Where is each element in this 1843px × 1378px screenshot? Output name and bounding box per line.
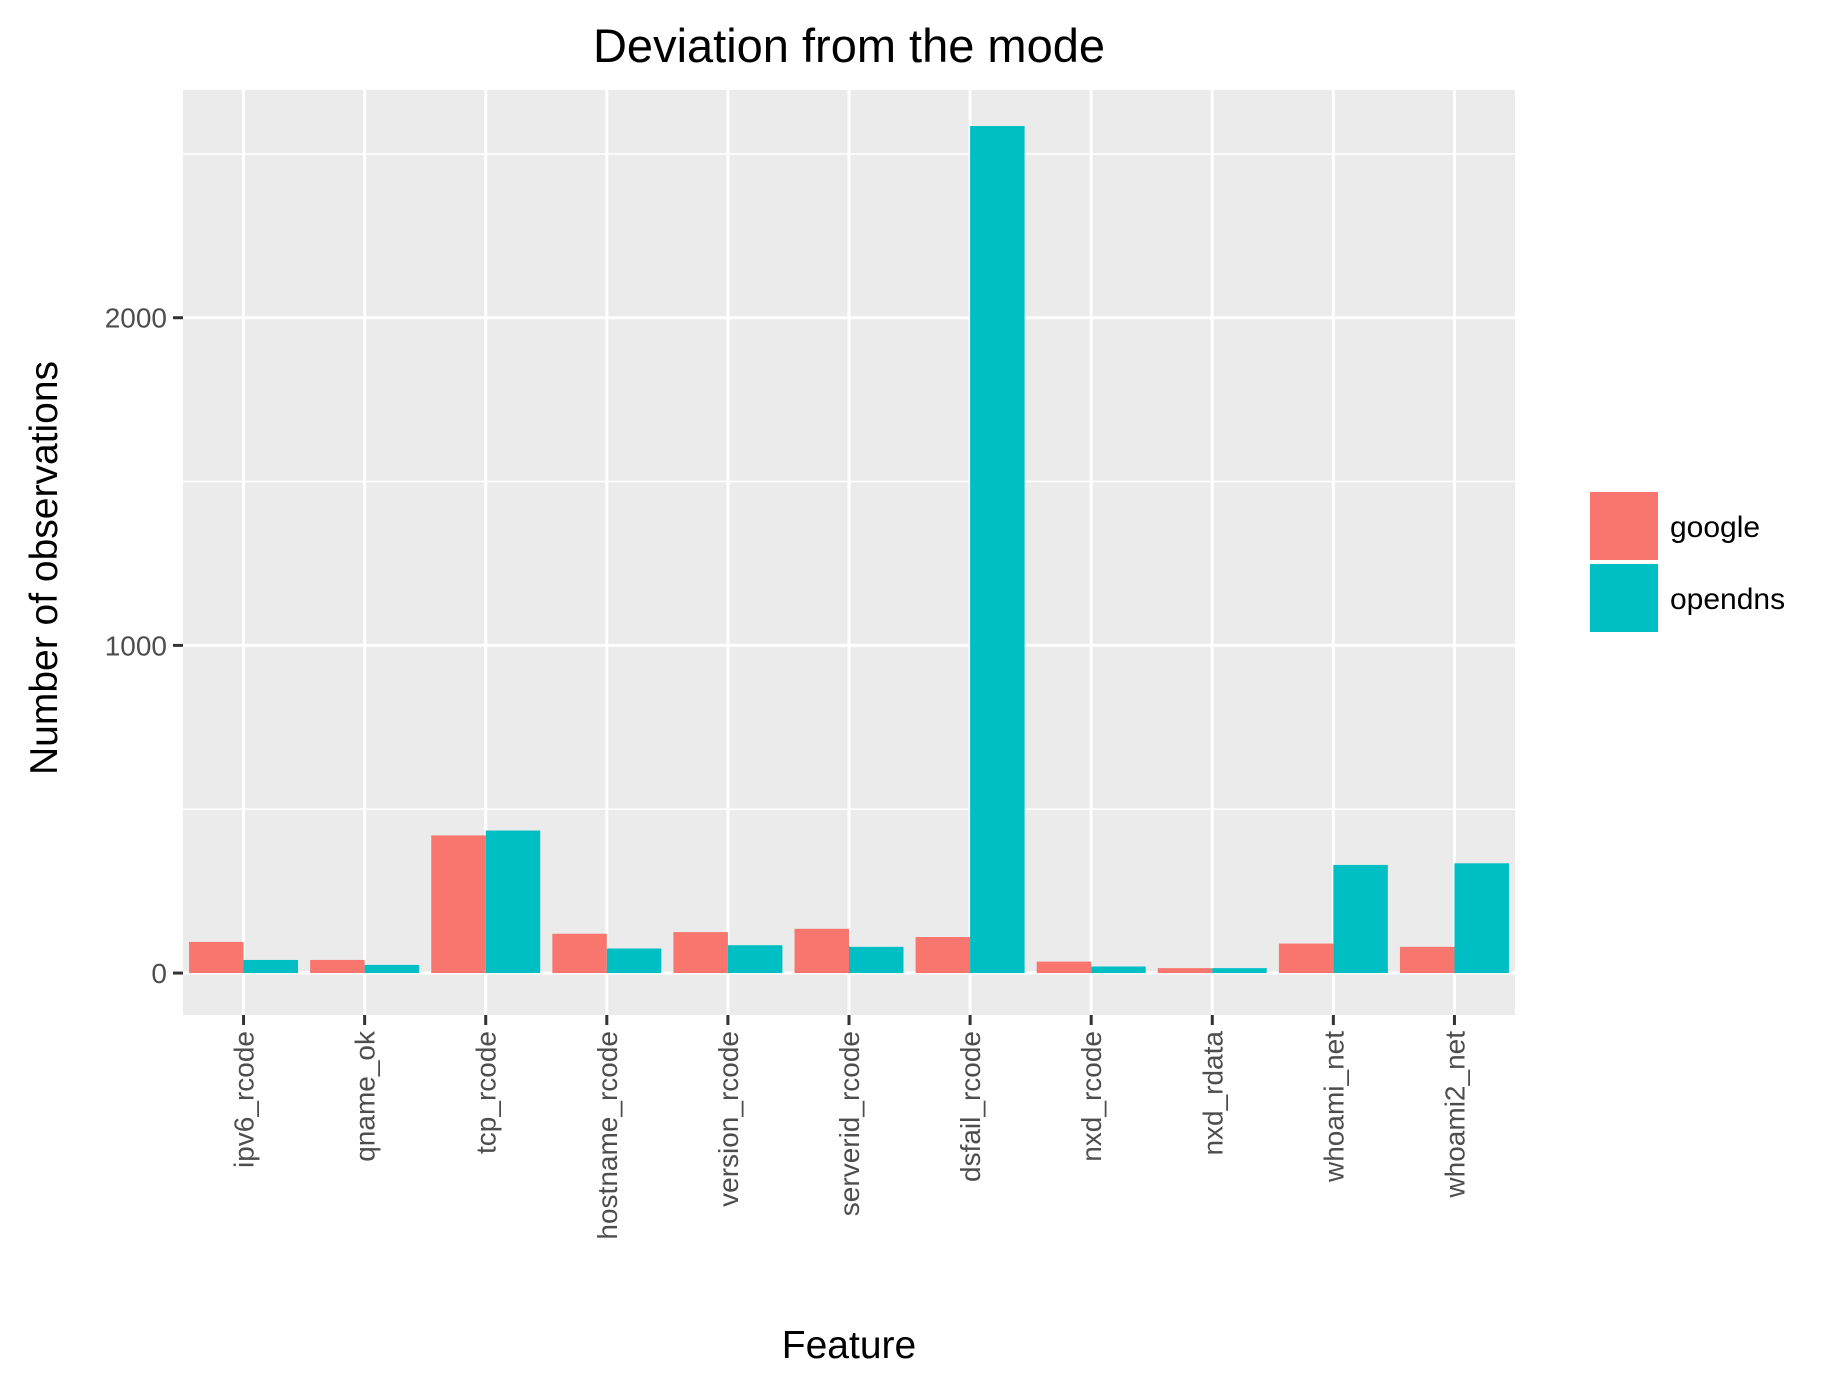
legend: google opendns bbox=[1590, 492, 1785, 632]
y-tick-label: 2000 bbox=[105, 303, 167, 334]
bar-google-version_rcode bbox=[673, 932, 728, 974]
legend-label-opendns: opendns bbox=[1670, 583, 1785, 616]
bar-opendns-nxd_rcode bbox=[1091, 966, 1146, 974]
legend-label-google: google bbox=[1670, 511, 1760, 544]
bar-google-whoami_net bbox=[1278, 943, 1334, 974]
x-tick-label: ipv6_rcode bbox=[229, 1031, 260, 1168]
legend-key-opendns bbox=[1590, 564, 1658, 632]
bar-google-whoami2_net bbox=[1399, 946, 1455, 974]
grid-major bbox=[183, 90, 1515, 1015]
bar-opendns-hostname_rcode bbox=[606, 948, 662, 974]
chart-title: Deviation from the mode bbox=[593, 19, 1105, 72]
bar-opendns-version_rcode bbox=[727, 945, 783, 974]
bar-opendns-whoami2_net bbox=[1454, 863, 1509, 974]
x-tick-label: qname_ok bbox=[350, 1030, 381, 1162]
bar-google-dsfail_rcode bbox=[915, 937, 971, 974]
bar-opendns-tcp_rcode bbox=[485, 830, 541, 974]
x-tick-label: dsfail_rcode bbox=[955, 1031, 986, 1182]
x-tick-label: nxd_rdata bbox=[1197, 1031, 1228, 1156]
bar-opendns-serverid_rcode bbox=[849, 946, 904, 974]
y-tick-label: 0 bbox=[151, 958, 167, 989]
bar-opendns-qname_ok bbox=[364, 964, 420, 974]
x-tick-label: hostname_rcode bbox=[592, 1031, 623, 1240]
x-tick-label: nxd_rcode bbox=[1076, 1031, 1107, 1162]
x-tick-label: version_rcode bbox=[713, 1031, 744, 1207]
bar-google-ipv6_rcode bbox=[189, 941, 244, 974]
y-tick-label: 1000 bbox=[105, 630, 167, 661]
y-axis: 0 1000 2000 bbox=[105, 303, 183, 989]
bar-google-nxd_rdata bbox=[1157, 968, 1213, 974]
bar-opendns-dsfail_rcode bbox=[970, 126, 1025, 974]
bar-opendns-nxd_rdata bbox=[1212, 968, 1267, 974]
bar-google-nxd_rcode bbox=[1036, 961, 1092, 974]
bar-opendns-ipv6_rcode bbox=[243, 959, 299, 974]
legend-key-google bbox=[1590, 492, 1658, 560]
bar-google-tcp_rcode bbox=[431, 835, 486, 974]
bar-google-hostname_rcode bbox=[552, 933, 607, 974]
bar-google-qname_ok bbox=[310, 959, 365, 974]
x-tick-label: serverid_rcode bbox=[834, 1031, 865, 1216]
bar-google-serverid_rcode bbox=[794, 928, 849, 974]
x-tick-label: tcp_rcode bbox=[471, 1031, 502, 1154]
x-axis-title: Feature bbox=[782, 1324, 916, 1367]
bar-opendns-whoami_net bbox=[1333, 864, 1388, 974]
bars bbox=[189, 126, 1509, 974]
x-axis: ipv6_rcode qname_ok tcp_rcode hostname_rcod… bbox=[229, 1015, 1470, 1240]
x-tick-label: whoami2_net bbox=[1439, 1031, 1470, 1199]
y-axis-title: Number of observations bbox=[23, 361, 66, 775]
x-tick-label: whoami_net bbox=[1318, 1031, 1349, 1183]
